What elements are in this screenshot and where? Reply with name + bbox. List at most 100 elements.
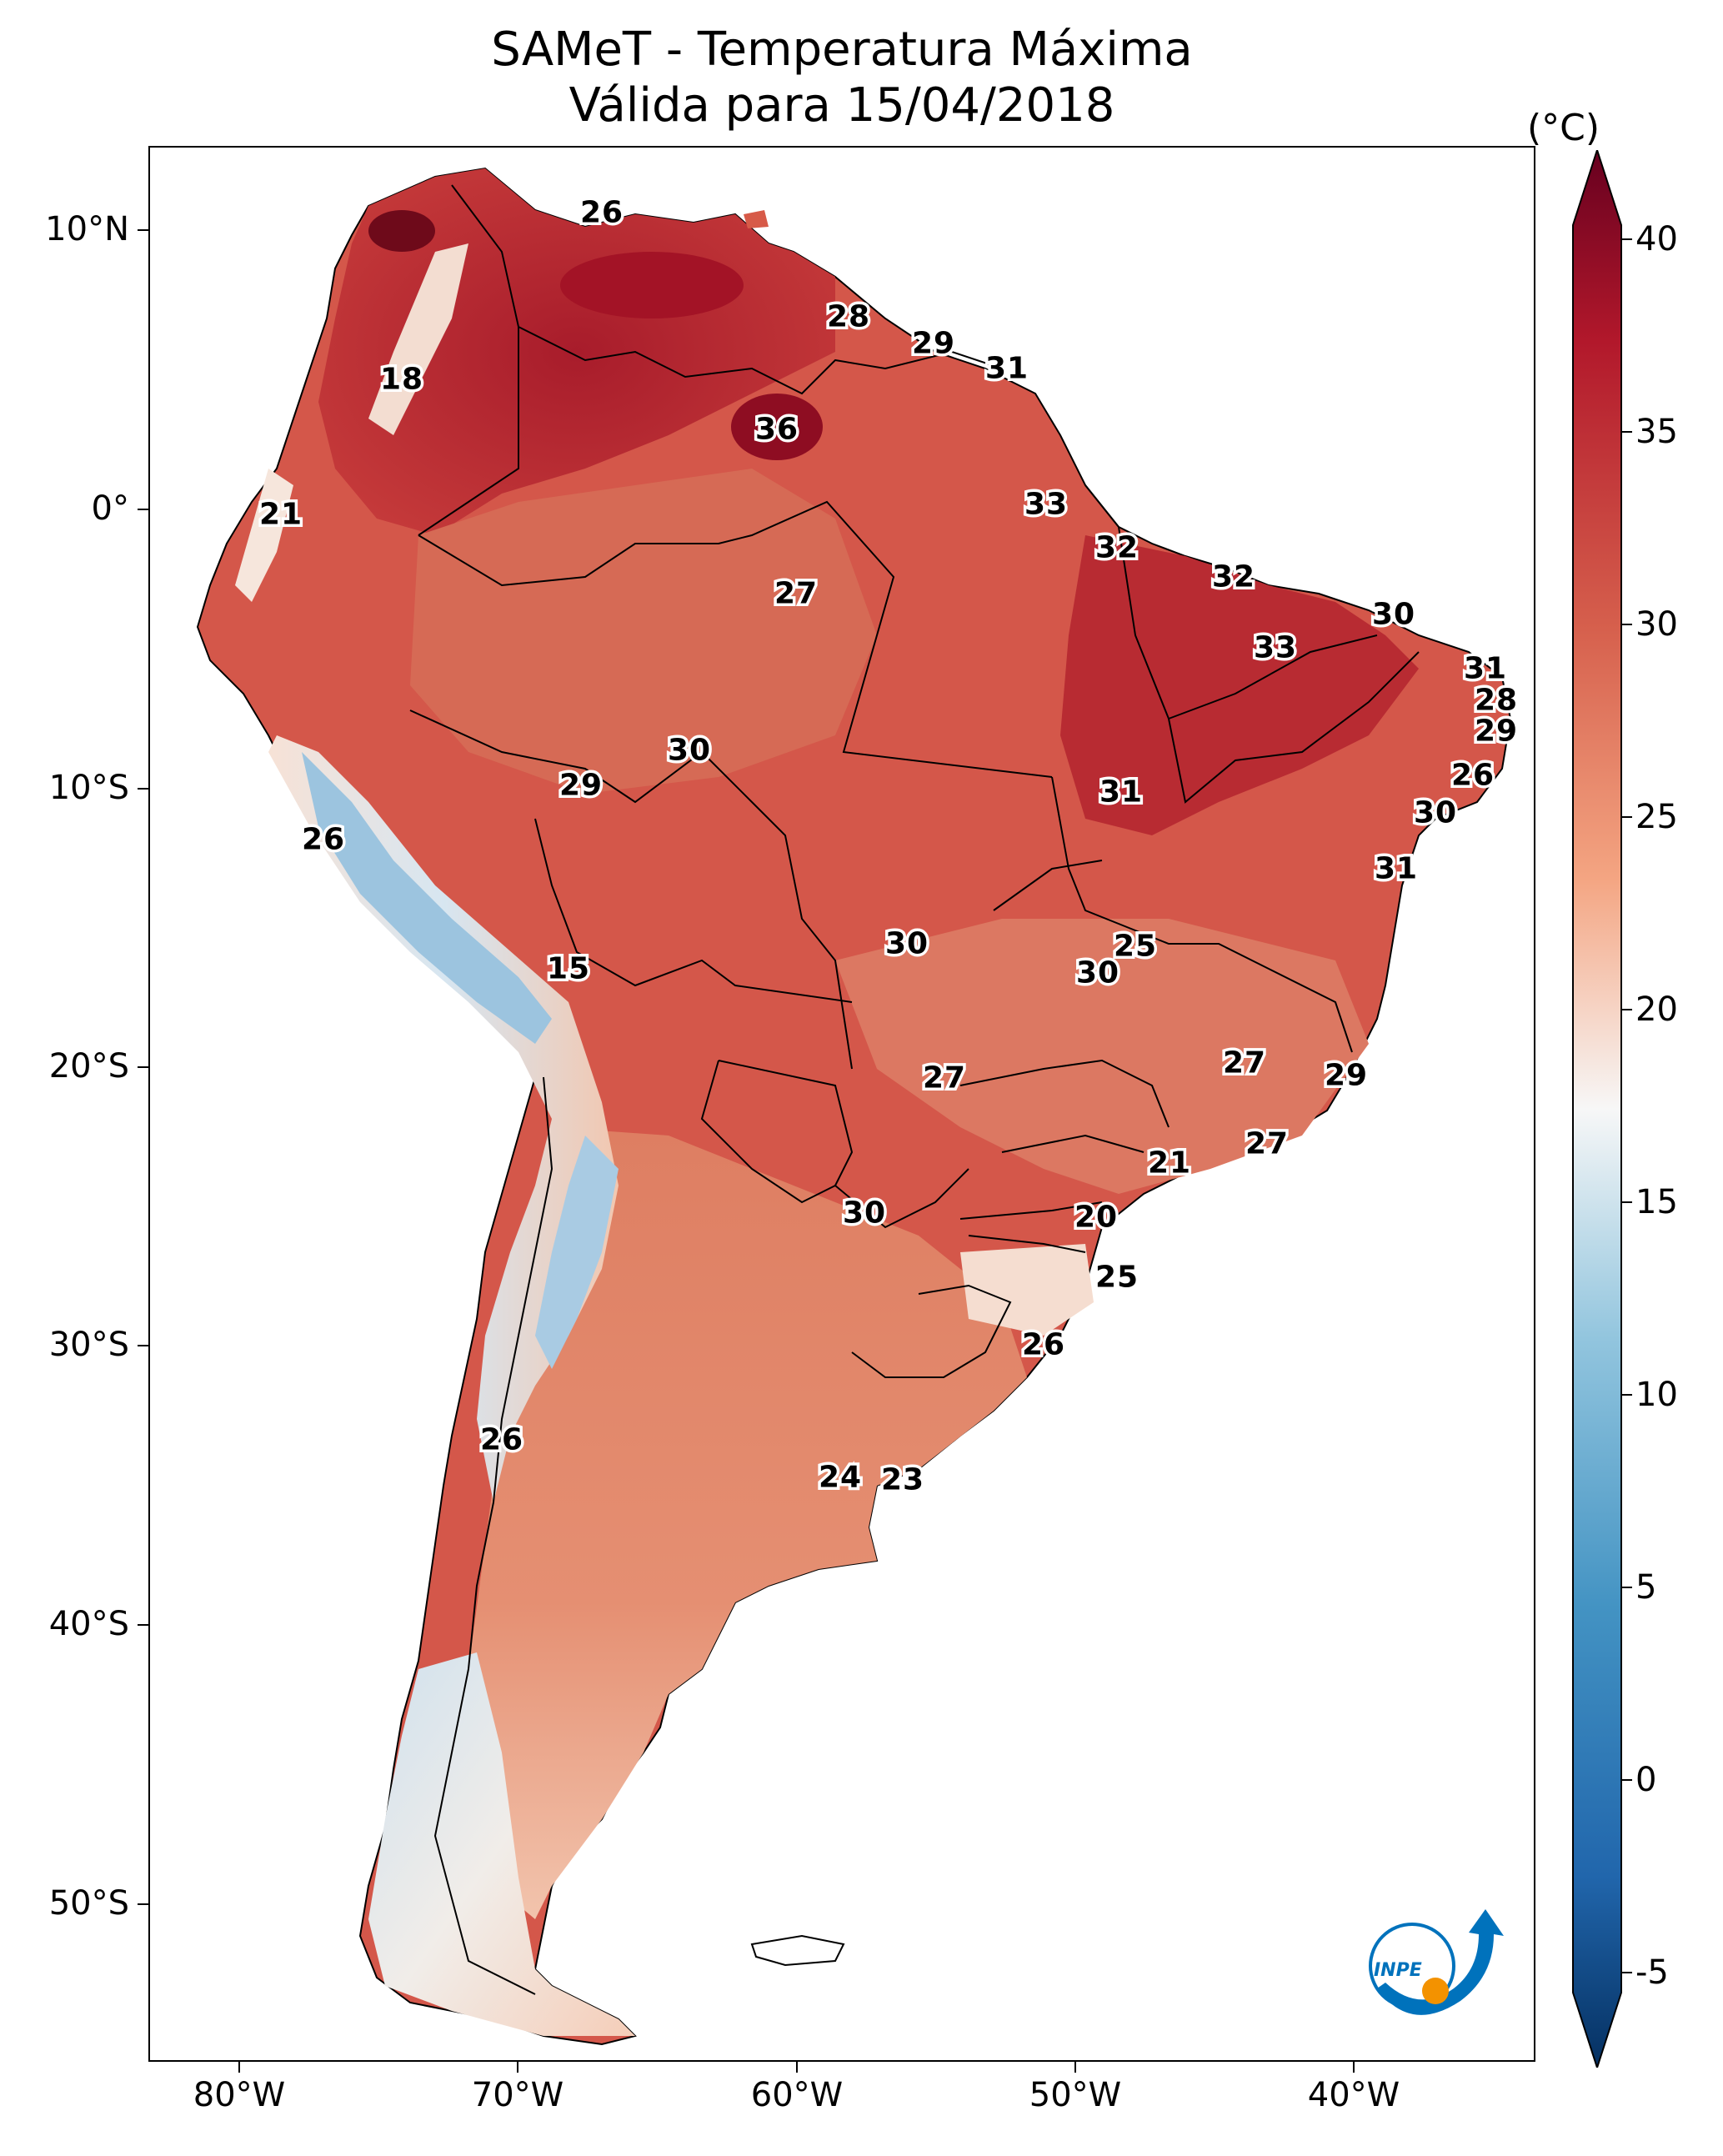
colorbar-label: 25 xyxy=(1635,798,1678,836)
lon-tick xyxy=(796,2062,798,2073)
temp-label: 24 xyxy=(815,1457,864,1497)
temp-label: 26 xyxy=(577,193,625,233)
temp-label: 36 xyxy=(752,409,800,449)
lon-label-70w: 70°W xyxy=(471,2076,564,2114)
temp-label: 25 xyxy=(1110,926,1159,966)
lat-label-0: 0° xyxy=(91,489,129,528)
colorbar-label: -5 xyxy=(1635,1953,1669,1992)
lat-tick xyxy=(138,509,148,510)
falkland-islands xyxy=(750,1934,845,1967)
temp-label: 26 xyxy=(298,820,347,860)
lat-tick xyxy=(138,1903,148,1905)
colorbar-tick xyxy=(1622,1972,1632,1973)
temp-label: 25 xyxy=(1092,1257,1140,1297)
temp-label: 28 xyxy=(824,297,872,337)
lat-label-10n: 10°N xyxy=(45,210,129,248)
temp-label: 31 xyxy=(982,348,1030,389)
lat-label-50s: 50°S xyxy=(48,1884,129,1923)
cold-region-andes xyxy=(268,735,619,1502)
colorbar-tick xyxy=(1622,431,1632,433)
temp-label: 30 xyxy=(664,730,713,770)
hot-spot-roraima xyxy=(731,394,823,460)
colorbar-label: 5 xyxy=(1635,1568,1657,1607)
map-canvas xyxy=(196,167,1512,2046)
temp-label: 21 xyxy=(256,494,304,534)
temp-label: 29 xyxy=(1321,1055,1370,1096)
temp-label: 30 xyxy=(839,1193,888,1233)
hot-region-northeast xyxy=(1060,535,1419,835)
lon-label-50w: 50°W xyxy=(1029,2076,1122,2114)
cold-region-colombia-andes xyxy=(368,243,468,435)
lon-tick xyxy=(517,2062,518,2073)
logo-arrow-icon xyxy=(1377,1909,1504,2015)
temp-label: 30 xyxy=(882,924,930,964)
logo-sun-icon xyxy=(1422,1978,1449,2004)
temp-label: 31 xyxy=(1371,849,1420,889)
temp-label: 30 xyxy=(1073,953,1121,993)
cool-region-south-brazil xyxy=(960,1244,1094,1336)
temp-label: 15 xyxy=(543,949,592,989)
lon-tick xyxy=(1353,2062,1355,2073)
colorbar-tick xyxy=(1622,624,1632,625)
temp-label: 31 xyxy=(1096,772,1144,812)
caribbean-islands xyxy=(744,210,769,228)
lon-tick xyxy=(1074,2062,1076,2073)
lat-tick xyxy=(138,1066,148,1068)
temp-label: 29 xyxy=(1471,711,1520,751)
map-title: SAMeT - Temperatura Máxima xyxy=(491,23,1193,77)
colorbar-tick xyxy=(1622,1009,1632,1010)
lon-label-60w: 60°W xyxy=(750,2076,844,2114)
lat-label-40s: 40°S xyxy=(48,1605,129,1643)
inpe-logo: INPE xyxy=(1369,1909,1504,2015)
colorbar-tick xyxy=(1622,238,1632,240)
cold-region-ecuador-andes xyxy=(235,469,293,602)
temp-label: 23 xyxy=(878,1460,926,1500)
temp-label: 32 xyxy=(1209,557,1257,597)
temp-label: 20 xyxy=(1071,1197,1119,1237)
temp-label: 21 xyxy=(1144,1143,1193,1183)
colorbar-label: 40 xyxy=(1635,220,1678,258)
hot-spot-venezuela xyxy=(560,252,744,318)
lat-tick xyxy=(138,229,148,231)
temp-label: 28 xyxy=(1471,680,1520,720)
temp-label: 31 xyxy=(1460,649,1509,689)
colorbar-label: 30 xyxy=(1635,605,1678,644)
colorbar-label: 35 xyxy=(1635,413,1678,451)
lon-label-80w: 80°W xyxy=(193,2076,286,2114)
hot-spot-maracaibo xyxy=(368,210,435,252)
lon-label-40w: 40°W xyxy=(1307,2076,1400,2114)
colorbar-label: 0 xyxy=(1635,1761,1657,1799)
colorbar-tick xyxy=(1622,816,1632,818)
lat-label-20s: 20°S xyxy=(48,1047,129,1086)
map-panel xyxy=(148,146,1535,2062)
colorbar-tick xyxy=(1622,1587,1632,1588)
lat-tick xyxy=(138,1624,148,1626)
colorbar-unit: (°C) xyxy=(1527,107,1600,149)
lon-tick xyxy=(238,2062,240,2073)
temp-label: 27 xyxy=(919,1058,968,1098)
temp-label: 32 xyxy=(1092,528,1140,568)
cool-region-patagonia xyxy=(368,1652,635,2036)
colorbar-tick xyxy=(1622,1394,1632,1396)
temp-label: 30 xyxy=(1369,594,1417,634)
colorbar-body xyxy=(1572,150,1622,2068)
map-subtitle: Válida para 15/04/2018 xyxy=(568,78,1115,133)
lat-label-30s: 30°S xyxy=(48,1326,129,1364)
temp-label: 33 xyxy=(1250,628,1299,668)
temp-label: 18 xyxy=(377,359,425,399)
temp-label: 27 xyxy=(1220,1043,1268,1083)
colorbar xyxy=(1572,150,1622,2068)
lat-tick xyxy=(138,788,148,790)
temp-label: 26 xyxy=(1019,1325,1067,1365)
temp-label: 29 xyxy=(556,765,604,805)
colorbar-tick xyxy=(1622,1201,1632,1203)
colorbar-label: 20 xyxy=(1635,990,1678,1029)
temp-label: 26 xyxy=(1448,755,1496,795)
lat-tick xyxy=(138,1345,148,1346)
temp-label: 33 xyxy=(1021,484,1069,524)
warm-region-south xyxy=(468,1127,1027,1919)
colorbar-label: 15 xyxy=(1635,1183,1678,1221)
logo-text: INPE xyxy=(1374,1960,1422,1981)
temp-label: 29 xyxy=(909,323,957,364)
cold-region-andes-core xyxy=(302,752,552,1044)
